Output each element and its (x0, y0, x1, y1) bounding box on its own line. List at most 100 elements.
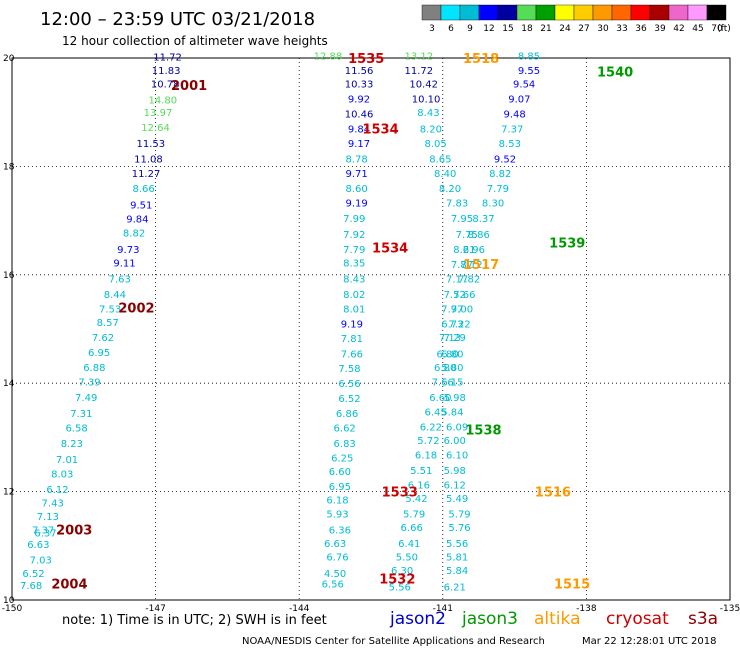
data-point-value: 6.30 (391, 566, 413, 577)
data-point-value: 6.45 (424, 407, 446, 418)
pass-label: 1539 (549, 236, 585, 251)
y-tick-label: 16 (3, 271, 15, 281)
data-point-value: 7.22 (448, 320, 470, 331)
data-point-value: 7.83 (446, 199, 468, 210)
data-point-value: 6.80 (434, 363, 456, 374)
data-point-value: 6.80 (441, 349, 463, 360)
data-point-value: 5.84 (446, 566, 468, 577)
legend-label: 18 (521, 24, 533, 34)
data-point-value: 7.92 (343, 230, 365, 241)
chart-title: 12:00 – 23:59 UTC 03/21/2018 (40, 9, 315, 30)
data-point-value: 7.13 (439, 333, 461, 344)
data-point-value: 7.01 (56, 455, 78, 466)
data-point-value: 7.37 (501, 124, 523, 135)
data-point-value: 6.63 (324, 539, 346, 550)
x-tick-label: -135 (720, 604, 740, 614)
data-point-value: 7.99 (343, 214, 365, 225)
data-point-value: 7.95 (451, 214, 473, 225)
legend-swatch (535, 4, 556, 21)
data-point-value: 6.21 (444, 582, 466, 593)
data-point-value: 9.84 (126, 214, 148, 225)
data-point-value: 12.64 (141, 123, 170, 134)
x-tick-label: -144 (289, 604, 310, 614)
data-point-value: 8.44 (104, 290, 126, 301)
data-point-value: 8.82 (123, 229, 145, 240)
data-point-value: 7.79 (343, 245, 365, 256)
data-point-value: 10.46 (345, 109, 374, 120)
data-point-value: 7.97 (441, 304, 463, 315)
data-point-value: 8.57 (97, 318, 119, 329)
pass-label: 1517 (463, 258, 499, 273)
data-point-value: 9.19 (341, 320, 363, 331)
pass-label: 1534 (372, 242, 408, 257)
data-point-value: 8.40 (434, 169, 456, 180)
data-point-value: 9.19 (346, 199, 368, 210)
data-point-value: 9.48 (503, 109, 525, 120)
data-point-value: 7.00 (451, 304, 473, 315)
pass-label: 2004 (51, 578, 87, 593)
data-point-value: 6.95 (329, 482, 351, 493)
data-point-value: 8.03 (51, 470, 73, 481)
data-point-value: 6.15 (441, 378, 463, 389)
legend-label: 15 (502, 24, 513, 34)
data-point-value: 6.73 (441, 320, 463, 331)
data-point-value: 6.10 (446, 451, 468, 462)
pass-label: 2003 (56, 524, 92, 539)
x-tick-label: -147 (145, 604, 165, 614)
data-point-value: 7.79 (487, 184, 509, 195)
data-point-value: 7.03 (30, 555, 52, 566)
data-point-value: 7.63 (109, 275, 131, 286)
data-point-value: 8.65 (429, 154, 451, 165)
satellite-name: cryosat (606, 609, 669, 629)
data-point-value: 5.79 (448, 509, 470, 520)
data-point-value: 9.54 (513, 79, 535, 90)
data-point-value: 8.78 (346, 154, 368, 165)
satellite-name: jason2 (389, 609, 446, 629)
data-point-value: 7.53 (99, 304, 121, 315)
data-point-value: 6.22 (420, 423, 442, 434)
data-point-value: 8.82 (489, 169, 511, 180)
data-point-value: 5.81 (446, 553, 468, 564)
pass-label: 1535 (348, 52, 384, 67)
data-point-value: 7.49 (75, 393, 97, 404)
data-point-value: 13.12 (405, 51, 434, 62)
data-point-value: 5.76 (448, 523, 470, 534)
footer-credit: NOAA/NESDIS Center for Satellite Applica… (242, 636, 545, 647)
chart-subtitle: 12 hour collection of altimeter wave hei… (62, 34, 328, 48)
pass-label: 1534 (362, 122, 398, 137)
satellite-name: altika (534, 609, 581, 629)
pass-label: 1532 (379, 572, 415, 587)
pass-label: 2001 (171, 79, 207, 94)
legend-swatch (554, 4, 575, 21)
legend-label: 12 (483, 24, 494, 34)
legend-label: 45 (692, 24, 703, 34)
data-point-value: 7.52 (444, 290, 466, 301)
data-point-value: 11.08 (134, 154, 163, 165)
legend-swatch (611, 4, 632, 21)
data-point-value: 8.60 (346, 184, 368, 195)
data-point-value: 6.80 (436, 349, 458, 360)
data-point-value: 6.41 (398, 539, 420, 550)
data-point-value: 7.12 (460, 260, 482, 271)
data-point-value: 6.52 (22, 569, 44, 580)
data-point-value: 8.23 (61, 439, 83, 450)
data-point-value: 6.58 (65, 424, 87, 435)
data-point-value: 6.00 (444, 436, 466, 447)
data-point-value: 6.88 (83, 363, 105, 374)
data-point-value: 7.62 (92, 333, 114, 344)
data-point-value: 6.09 (446, 423, 468, 434)
data-point-value: 8.20 (420, 124, 442, 135)
data-point-value: 6.60 (329, 467, 351, 478)
legend-label: 36 (635, 24, 647, 34)
legend-swatch (440, 4, 461, 21)
data-point-value: 9.73 (117, 245, 139, 256)
legend-swatch (421, 4, 442, 21)
data-point-value: 13.97 (144, 108, 173, 119)
data-point-value: 11.72 (405, 66, 434, 77)
legend-label: (ft) (717, 24, 731, 34)
data-point-value: 7.87 (451, 260, 473, 271)
data-point-value: 7.66 (432, 378, 454, 389)
data-point-value: 6.18 (415, 451, 437, 462)
data-point-value: 10.42 (409, 79, 438, 90)
data-point-value: 8.66 (133, 184, 155, 195)
